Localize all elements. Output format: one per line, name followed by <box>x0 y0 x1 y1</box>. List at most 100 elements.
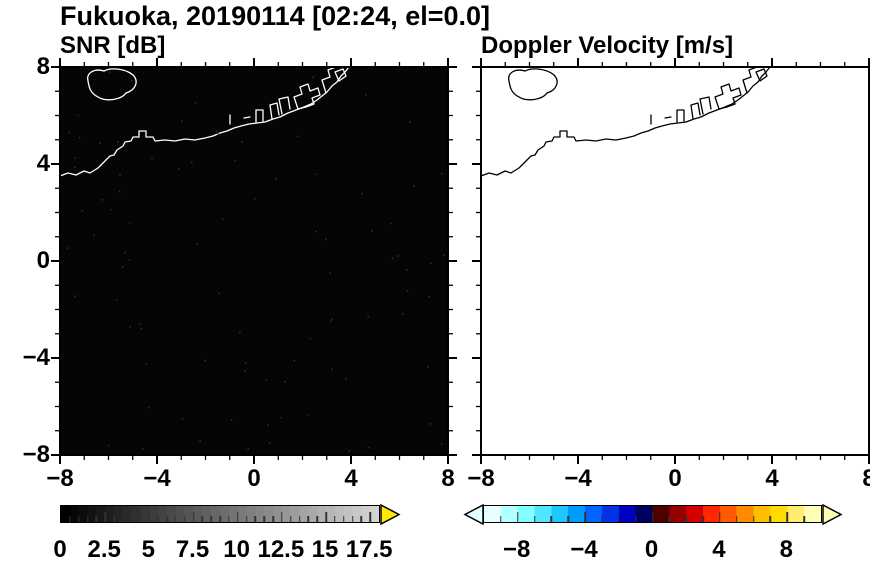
colorbar-tick <box>298 516 301 522</box>
x-tick-label: 0 <box>247 465 261 492</box>
colorbar-tick <box>360 516 363 522</box>
x-tick-label: 0 <box>668 465 682 492</box>
colorbar-tick <box>736 516 738 522</box>
snr-panel-title: SNR [dB] <box>60 32 166 59</box>
colorbar-tick-label: −8 <box>503 536 531 563</box>
colorbar-tick <box>272 516 274 522</box>
y-tick-label: −4 <box>22 344 50 371</box>
colorbar-tick <box>307 516 310 522</box>
colorbar-tick <box>130 516 133 522</box>
figure-title: Fukuoka, 20190114 [02:24, el=0.0] <box>60 1 491 31</box>
y-tick-label: −8 <box>22 441 50 468</box>
axis-frame-snr <box>51 58 457 464</box>
snr-map-panel <box>51 58 457 464</box>
y-tick-label: 0 <box>36 247 50 274</box>
colorbar-tick <box>533 516 536 522</box>
colorbar-tick <box>500 516 502 522</box>
velocity-panel-title: Doppler Velocity [m/s] <box>481 32 734 59</box>
colorbar-tick-label: 12.5 <box>257 536 305 563</box>
colorbar-tick <box>210 516 212 522</box>
colorbar-tick <box>769 516 772 522</box>
colorbar-tick <box>183 516 186 522</box>
snr-colorbar <box>60 505 380 523</box>
colorbar-tick <box>289 516 292 522</box>
colorbar-tick <box>651 512 654 522</box>
colorbar-tick-label: 4 <box>712 536 726 563</box>
colorbar-tick <box>634 516 637 522</box>
colorbar-tick <box>148 512 151 522</box>
colorbar-tick <box>245 516 248 522</box>
colorbar-tick <box>567 516 569 522</box>
coastline-velocity <box>481 67 771 177</box>
colorbar-tick <box>122 516 124 522</box>
x-tick-label: 4 <box>344 465 358 492</box>
colorbar-tick <box>702 516 704 522</box>
colorbar-tick <box>342 516 345 522</box>
x-axis-tick-labels-snr: −8 −4 0 4 8 <box>46 465 454 495</box>
x-tick-label: 8 <box>862 465 870 492</box>
colorbar-tick <box>351 516 354 522</box>
colorbar-tick-label: 2.5 <box>87 536 121 563</box>
colorbar-tick <box>281 512 283 522</box>
snr-colorbar-labels: 0 2.5 5 7.5 10 12.5 15 17.5 <box>53 536 392 566</box>
colorbar-tick <box>201 516 204 522</box>
x-tick-label: −8 <box>46 465 74 492</box>
colorbar-tick <box>86 516 89 522</box>
colorbar-tick <box>104 512 106 522</box>
colorbar-tick <box>254 516 257 522</box>
x-axis-tick-labels-velocity: −8 −4 0 4 8 <box>467 465 870 495</box>
colorbar-tick <box>157 516 159 522</box>
colorbar-tick <box>77 516 80 522</box>
colorbar-tick-label: 15 <box>311 536 339 563</box>
axis-frame-velocity <box>472 58 870 464</box>
colorbar-tick <box>139 516 142 522</box>
colorbar-tick-label: 7.5 <box>175 536 210 563</box>
colorbar-tick <box>113 516 115 522</box>
x-tick-label: 8 <box>441 465 455 492</box>
colorbar-tick <box>786 512 789 522</box>
colorbar-tick <box>219 516 221 522</box>
colorbar-tick <box>236 512 239 522</box>
colorbar-tick <box>685 516 687 522</box>
colorbar-tick-label: 0 <box>53 536 67 563</box>
colorbar-tick-label: −4 <box>570 536 598 563</box>
colorbar-tick <box>719 512 721 522</box>
colorbar-tick <box>316 516 318 522</box>
velocity-colorbar <box>483 505 822 523</box>
colorbar-tick-label: 5 <box>141 536 156 563</box>
x-tick-label: −4 <box>143 465 171 492</box>
colorbar-tick <box>584 512 586 522</box>
colorbar-tick <box>369 512 371 522</box>
colorbar-tick <box>263 516 265 522</box>
coastline-snr <box>60 67 445 452</box>
colorbar-tick <box>803 516 805 522</box>
colorbar-arrow <box>380 503 401 526</box>
colorbar-tick-label: 10 <box>223 536 251 563</box>
colorbar-tick <box>95 516 98 522</box>
colorbar-tick <box>69 516 71 522</box>
colorbar-tick <box>668 516 671 522</box>
colorbar-tick <box>166 516 168 522</box>
colorbar-arrow <box>822 503 843 526</box>
x-tick-label: 4 <box>765 465 779 492</box>
y-tick-label: 8 <box>36 53 50 80</box>
colorbar-tick <box>228 516 230 522</box>
colorbar-tick <box>516 512 519 522</box>
colorbar-tick-label: 8 <box>779 536 793 563</box>
colorbar-tick <box>618 516 620 522</box>
colorbar-tick-label: 0 <box>644 536 659 563</box>
velocity-map-panel <box>472 58 870 464</box>
colorbar-tick-label: 17.5 <box>345 536 393 563</box>
x-tick-label: −4 <box>564 465 592 492</box>
velocity-colorbar-labels: −8 −4 0 4 8 <box>483 536 820 566</box>
colorbar-tick <box>192 512 195 522</box>
x-tick-label: −8 <box>467 465 495 492</box>
colorbar-tick <box>601 516 603 522</box>
colorbar-arrow <box>463 503 484 526</box>
colorbar-tick <box>550 516 553 522</box>
colorbar-tick <box>175 516 177 522</box>
y-axis-tick-labels: 8 4 0 −4 −8 <box>0 53 50 468</box>
colorbar-tick <box>325 512 327 522</box>
colorbar-tick <box>334 516 336 522</box>
